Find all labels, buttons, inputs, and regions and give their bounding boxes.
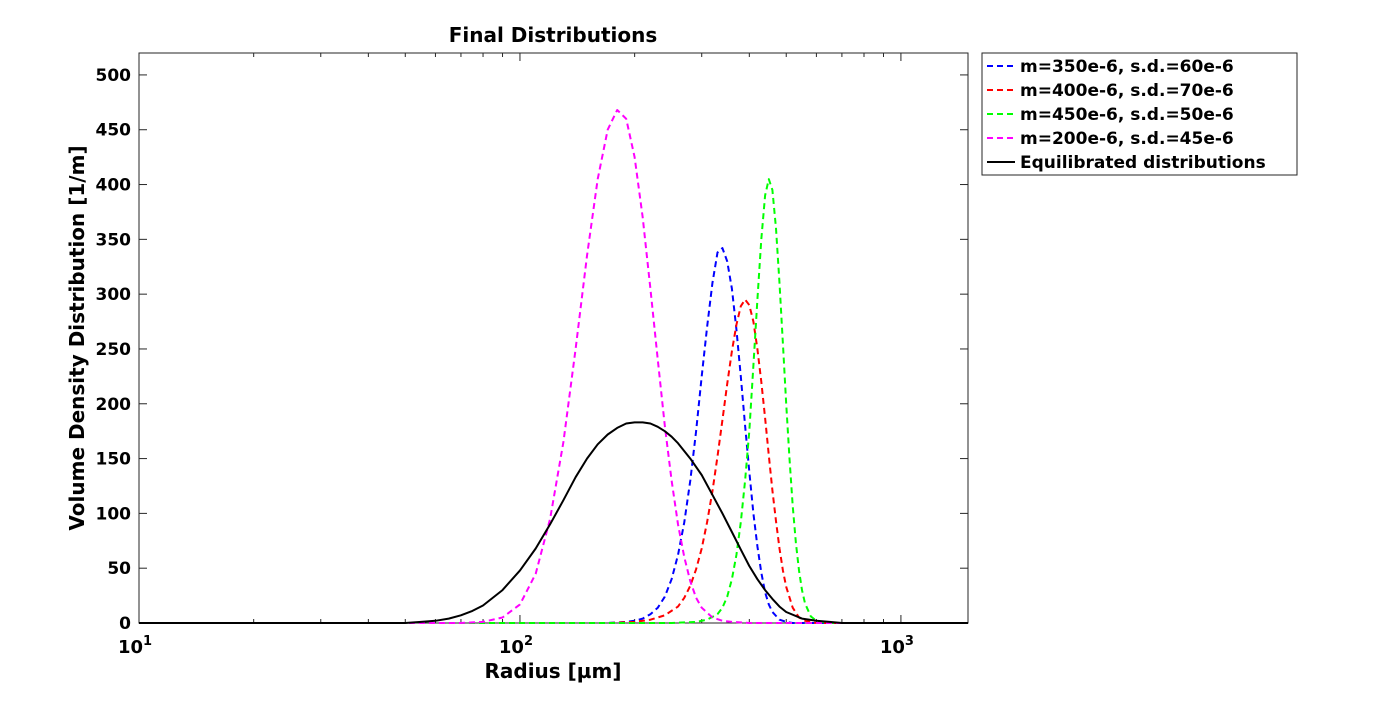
x-axis-label: Radius [µm] xyxy=(484,659,621,683)
y-tick-label: 50 xyxy=(107,559,131,579)
legend-label: m=350e-6, s.d.=60e-6 xyxy=(1020,57,1234,77)
x-tick-label: 103 xyxy=(880,634,914,658)
y-axis-label: Volume Density Distribution [1/m] xyxy=(65,145,89,530)
series-line-1 xyxy=(139,247,968,624)
legend-box xyxy=(981,52,1298,176)
plot-frame xyxy=(138,52,969,624)
y-tick-label: 500 xyxy=(96,66,132,86)
y-tick-label: 100 xyxy=(96,504,132,524)
y-tick-label: 300 xyxy=(96,285,132,305)
legend-label: Equilibrated distributions xyxy=(1020,153,1266,173)
chart-title: Final Distributions xyxy=(449,23,658,47)
series-line-2 xyxy=(139,298,968,624)
y-tick-label: 350 xyxy=(96,230,132,250)
series-line-3 xyxy=(139,178,968,624)
x-tick-label: 102 xyxy=(499,634,533,658)
plot-area: 0 50 100 150 200 250 300 350 400 450 500 101 102 103 xyxy=(96,52,969,658)
y-tick-label: 200 xyxy=(96,395,132,415)
y-tick-label: 450 xyxy=(96,121,132,141)
x-tick-label: 101 xyxy=(118,634,152,658)
series-line-5 xyxy=(139,421,968,624)
legend-label: m=200e-6, s.d.=45e-6 xyxy=(1020,129,1234,149)
legend-label: m=450e-6, s.d.=50e-6 xyxy=(1020,105,1234,125)
legend-label: m=400e-6, s.d.=70e-6 xyxy=(1020,81,1234,101)
legend: m=350e-6, s.d.=60e-6 m=400e-6, s.d.=70e-6… xyxy=(981,52,1298,176)
y-tick-label: 0 xyxy=(119,614,131,634)
y-tick-label: 150 xyxy=(96,450,132,470)
series-line-4 xyxy=(139,109,968,624)
y-tick-label: 400 xyxy=(96,176,132,196)
y-tick-label: 250 xyxy=(96,340,132,360)
